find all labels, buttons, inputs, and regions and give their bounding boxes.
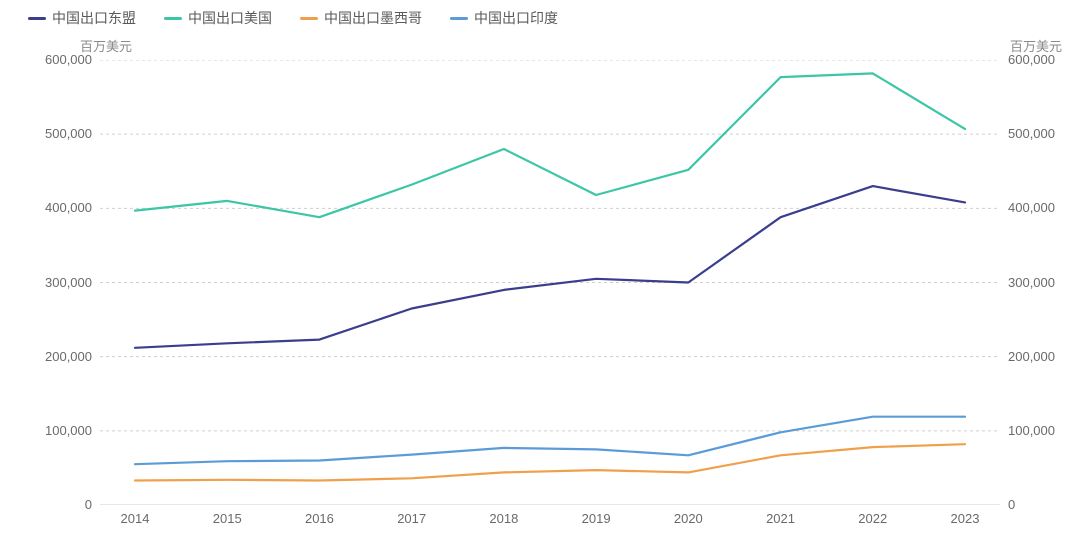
y-tick-right: 100,000 (1008, 423, 1078, 438)
legend-label: 中国出口印度 (474, 8, 558, 28)
series-line (135, 186, 965, 348)
y-tick-left: 600,000 (22, 52, 92, 67)
legend-label: 中国出口东盟 (52, 8, 136, 28)
legend-swatch (450, 17, 468, 20)
x-tick: 2020 (663, 511, 713, 526)
x-tick: 2018 (479, 511, 529, 526)
x-tick: 2019 (571, 511, 621, 526)
y-tick-left: 400,000 (22, 200, 92, 215)
x-tick: 2015 (202, 511, 252, 526)
y-tick-right: 600,000 (1008, 52, 1078, 67)
y-tick-left: 200,000 (22, 349, 92, 364)
legend-item-usa[interactable]: 中国出口美国 (164, 8, 272, 28)
y-tick-left: 300,000 (22, 275, 92, 290)
y-tick-right: 300,000 (1008, 275, 1078, 290)
line-chart: 中国出口东盟 中国出口美国 中国出口墨西哥 中国出口印度 百万美元 百万美元 0… (0, 0, 1080, 545)
legend: 中国出口东盟 中国出口美国 中国出口墨西哥 中国出口印度 (28, 8, 558, 28)
legend-label: 中国出口墨西哥 (324, 8, 422, 28)
legend-swatch (164, 17, 182, 20)
y-tick-right: 400,000 (1008, 200, 1078, 215)
legend-item-mexico[interactable]: 中国出口墨西哥 (300, 8, 422, 28)
x-tick: 2023 (940, 511, 990, 526)
y-tick-left: 500,000 (22, 126, 92, 141)
legend-item-india[interactable]: 中国出口印度 (450, 8, 558, 28)
x-tick: 2021 (756, 511, 806, 526)
y-tick-left: 0 (22, 497, 92, 512)
y-tick-right: 0 (1008, 497, 1078, 512)
series-line (135, 73, 965, 217)
legend-label: 中国出口美国 (188, 8, 272, 28)
plot-area (100, 60, 1000, 505)
x-tick: 2017 (387, 511, 437, 526)
x-tick: 2022 (848, 511, 898, 526)
legend-item-asean[interactable]: 中国出口东盟 (28, 8, 136, 28)
y-tick-right: 500,000 (1008, 126, 1078, 141)
y-tick-left: 100,000 (22, 423, 92, 438)
x-tick: 2016 (294, 511, 344, 526)
legend-swatch (28, 17, 46, 20)
x-tick: 2014 (110, 511, 160, 526)
legend-swatch (300, 17, 318, 20)
y-tick-right: 200,000 (1008, 349, 1078, 364)
series-line (135, 417, 965, 465)
